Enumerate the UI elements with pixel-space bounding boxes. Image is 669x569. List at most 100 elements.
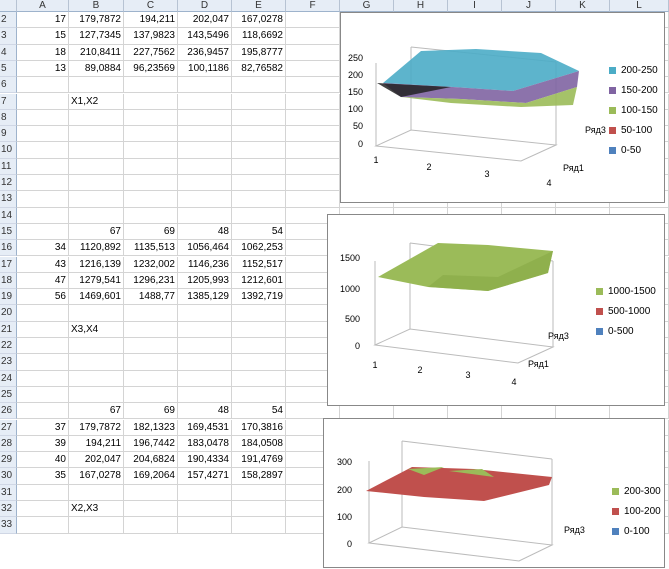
row-header[interactable]: 6: [0, 77, 17, 94]
grid-cell[interactable]: [69, 126, 124, 143]
grid-cell[interactable]: [124, 370, 178, 387]
grid-cell[interactable]: [69, 191, 124, 208]
grid-cell[interactable]: [286, 175, 340, 192]
grid-cell[interactable]: 202,047: [69, 452, 124, 469]
grid-cell[interactable]: [69, 77, 124, 94]
grid-cell[interactable]: [69, 158, 124, 175]
grid-cell[interactable]: 1279,541: [69, 272, 124, 290]
grid-cell[interactable]: [69, 109, 124, 127]
grid-cell[interactable]: 143,5496: [178, 28, 232, 45]
grid-cell[interactable]: 1392,719: [232, 289, 286, 306]
grid-cell[interactable]: [178, 109, 232, 127]
grid-cell[interactable]: [178, 305, 232, 322]
row-header[interactable]: 12: [0, 175, 17, 192]
grid-cell[interactable]: [232, 338, 286, 355]
surface-chart-x2-x3[interactable]: 300 200 100 0 Ряд3 200-300 100-200 0-100: [323, 418, 665, 568]
row-header[interactable]: 19: [0, 289, 17, 306]
grid-cell[interactable]: [124, 207, 178, 224]
row-header[interactable]: 14: [0, 207, 17, 224]
grid-cell[interactable]: [232, 354, 286, 371]
grid-cell[interactable]: [178, 386, 232, 404]
grid-cell[interactable]: 179,7872: [69, 419, 124, 436]
grid-cell[interactable]: [178, 93, 232, 110]
grid-cell[interactable]: 127,7345: [69, 28, 124, 45]
row-header[interactable]: 17: [0, 256, 17, 273]
grid-cell[interactable]: [17, 403, 69, 420]
grid-cell[interactable]: 48: [178, 403, 232, 420]
row-header[interactable]: 7: [0, 93, 17, 110]
grid-cell[interactable]: [286, 109, 340, 127]
grid-cell[interactable]: 210,8411: [69, 44, 124, 61]
grid-cell[interactable]: 191,4769: [232, 452, 286, 469]
grid-cell[interactable]: 67: [69, 223, 124, 241]
grid-cell[interactable]: 69: [124, 223, 178, 241]
grid-cell[interactable]: 169,4531: [178, 419, 232, 436]
column-header[interactable]: K: [556, 0, 610, 12]
grid-cell[interactable]: [178, 517, 232, 534]
grid-cell[interactable]: 157,4271: [178, 468, 232, 485]
grid-cell[interactable]: [232, 305, 286, 322]
grid-cell[interactable]: [69, 175, 124, 192]
row-header[interactable]: 23: [0, 354, 17, 371]
grid-cell[interactable]: 194,211: [124, 12, 178, 29]
grid-cell[interactable]: [286, 93, 340, 110]
grid-cell[interactable]: [232, 386, 286, 404]
grid-cell[interactable]: [124, 93, 178, 110]
grid-cell[interactable]: 54: [232, 223, 286, 241]
grid-cell[interactable]: 48: [178, 223, 232, 241]
row-header[interactable]: 18: [0, 272, 17, 290]
grid-cell[interactable]: 1216,139: [69, 256, 124, 273]
column-header[interactable]: A: [17, 0, 69, 12]
grid-cell[interactable]: [232, 158, 286, 175]
grid-cell[interactable]: [232, 142, 286, 159]
row-header[interactable]: 33: [0, 517, 17, 534]
grid-cell[interactable]: [69, 305, 124, 322]
grid-cell[interactable]: 195,8777: [232, 44, 286, 61]
grid-cell[interactable]: [232, 207, 286, 224]
row-header[interactable]: 24: [0, 370, 17, 387]
grid-cell[interactable]: 1212,601: [232, 272, 286, 290]
grid-cell[interactable]: [178, 354, 232, 371]
grid-cell[interactable]: [124, 386, 178, 404]
grid-cell[interactable]: [124, 354, 178, 371]
row-header[interactable]: 10: [0, 142, 17, 159]
grid-cell[interactable]: [286, 44, 340, 61]
grid-cell[interactable]: [178, 501, 232, 518]
grid-cell[interactable]: [17, 338, 69, 355]
grid-cell[interactable]: [69, 386, 124, 404]
column-header[interactable]: H: [394, 0, 448, 12]
grid-cell[interactable]: 169,2064: [124, 468, 178, 485]
row-header[interactable]: 25: [0, 386, 17, 404]
grid-cell[interactable]: [178, 77, 232, 94]
grid-cell[interactable]: [124, 517, 178, 534]
grid-cell[interactable]: X2,X3: [69, 501, 124, 518]
grid-cell[interactable]: 236,9457: [178, 44, 232, 61]
grid-cell[interactable]: [232, 175, 286, 192]
grid-cell[interactable]: [69, 142, 124, 159]
row-header[interactable]: 30: [0, 468, 17, 485]
surface-chart-x1-x2[interactable]: 250 200 150 100 50 0 1 2 3 4 Ряд3 Ряд1 2…: [340, 12, 665, 203]
grid-cell[interactable]: 54: [232, 403, 286, 420]
grid-cell[interactable]: 100,1186: [178, 60, 232, 78]
grid-cell[interactable]: [286, 191, 340, 208]
grid-cell[interactable]: [286, 28, 340, 45]
grid-cell[interactable]: [286, 142, 340, 159]
grid-cell[interactable]: 158,2897: [232, 468, 286, 485]
column-header[interactable]: J: [502, 0, 556, 12]
grid-cell[interactable]: [17, 484, 69, 501]
grid-cell[interactable]: 35: [17, 468, 69, 485]
grid-cell[interactable]: [232, 484, 286, 501]
grid-cell[interactable]: 1296,231: [124, 272, 178, 290]
grid-cell[interactable]: [124, 338, 178, 355]
row-header[interactable]: 31: [0, 484, 17, 501]
column-header[interactable]: G: [340, 0, 394, 12]
row-header[interactable]: 15: [0, 223, 17, 241]
grid-cell[interactable]: 67: [69, 403, 124, 420]
grid-cell[interactable]: 202,047: [178, 12, 232, 29]
grid-cell[interactable]: 47: [17, 272, 69, 290]
grid-cell[interactable]: [286, 126, 340, 143]
grid-cell[interactable]: 118,6692: [232, 28, 286, 45]
grid-cell[interactable]: 13: [17, 60, 69, 78]
grid-cell[interactable]: 1135,513: [124, 240, 178, 257]
grid-cell[interactable]: 37: [17, 419, 69, 436]
